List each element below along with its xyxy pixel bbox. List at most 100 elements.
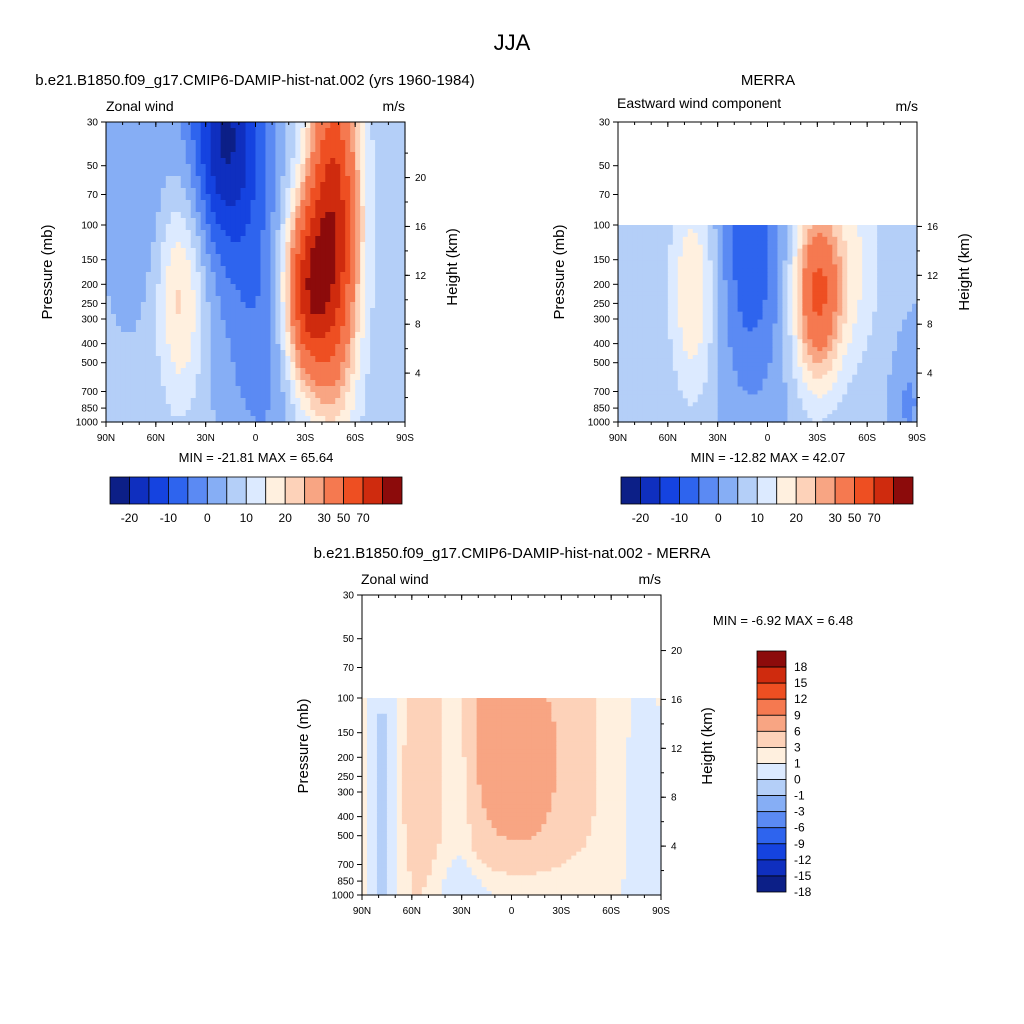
heatmap-cell — [130, 266, 137, 273]
heatmap-cell — [837, 331, 843, 336]
heatmap-cell — [195, 224, 202, 231]
heatmap-cell — [330, 350, 336, 357]
heatmap-cell — [265, 188, 272, 195]
heatmap-cell — [732, 228, 739, 234]
heatmap-cell — [365, 278, 371, 285]
heatmap-cell — [677, 327, 684, 332]
heatmap-cell — [115, 200, 122, 207]
heatmap-cell — [395, 296, 401, 303]
heatmap-cell — [782, 240, 789, 246]
heatmap-cell — [712, 331, 719, 336]
heatmap-cell — [877, 339, 883, 344]
heatmap-cell — [110, 350, 117, 357]
heatmap-cell — [642, 264, 649, 269]
heatmap-cell — [245, 242, 252, 249]
x-tick-label: 30S — [296, 433, 314, 444]
heatmap-cell — [125, 134, 132, 141]
heatmap-cell — [240, 380, 247, 387]
heatmap-cell — [265, 314, 272, 321]
heatmap-cell — [220, 416, 227, 423]
heatmap-cell — [912, 276, 918, 281]
heatmap-cell — [325, 326, 331, 333]
heatmap-cell — [832, 280, 838, 285]
heatmap-cell — [125, 386, 132, 393]
heatmap-cell — [140, 290, 147, 297]
heatmap-cell — [652, 299, 659, 305]
heatmap-cell — [295, 164, 301, 171]
heatmap-cell — [732, 311, 739, 317]
heatmap-cell — [115, 326, 122, 333]
heatmap-cell — [305, 182, 311, 189]
heatmap-cell — [395, 284, 401, 291]
heatmap-cell — [707, 225, 714, 230]
heatmap-cell — [757, 272, 764, 277]
heatmap-cell — [837, 319, 843, 325]
heatmap-cell — [320, 140, 326, 147]
heatmap-cell — [837, 244, 843, 250]
heatmap-cell — [300, 302, 306, 309]
heatmap-cell — [170, 374, 177, 381]
heatmap-cell — [235, 152, 242, 159]
heatmap-cell — [305, 320, 311, 327]
heatmap-cell — [832, 268, 838, 273]
heatmap-cell — [355, 356, 361, 363]
heatmap-cell — [637, 248, 644, 254]
heatmap-cell — [390, 380, 396, 387]
heatmap-cell — [130, 404, 137, 411]
heatmap-cell — [857, 248, 863, 254]
heatmap-cell — [210, 134, 217, 141]
heatmap-cell — [702, 335, 709, 340]
heatmap-cell — [230, 134, 237, 141]
heatmap-cell — [215, 326, 222, 333]
heatmap-cell — [220, 290, 227, 297]
heatmap-cell — [345, 170, 351, 177]
heatmap-cell — [857, 232, 863, 238]
heatmap-cell — [275, 170, 282, 177]
heatmap-cell — [215, 122, 222, 129]
heatmap-cell — [215, 404, 222, 411]
heatmap-cell — [782, 284, 789, 289]
heatmap-cell — [707, 280, 714, 285]
heatmap-cell — [180, 272, 187, 279]
heatmap-cell — [365, 374, 371, 381]
heatmap-cell — [687, 232, 694, 238]
heatmap-cell — [892, 244, 898, 250]
heatmap-cell — [857, 311, 863, 317]
heatmap-cell — [737, 260, 744, 265]
heatmap-cell — [652, 343, 659, 348]
heatmap-cell — [270, 254, 277, 261]
heatmap-cell — [280, 302, 286, 309]
heatmap-cell — [180, 350, 187, 357]
heatmap-cell — [115, 386, 122, 393]
heatmap-cell — [270, 326, 277, 333]
heatmap-cell — [145, 314, 152, 321]
heatmap-cell — [782, 244, 789, 250]
heatmap-cell — [762, 303, 769, 309]
heatmap-cell — [110, 398, 117, 405]
heatmap-cell — [400, 158, 406, 165]
heatmap-cell — [205, 368, 212, 375]
heatmap-cell — [370, 260, 376, 267]
heatmap-cell — [115, 416, 122, 423]
heatmap-cell — [365, 296, 371, 303]
heatmap-cell — [205, 302, 212, 309]
heatmap-cell — [275, 248, 282, 255]
heatmap-cell — [365, 206, 371, 213]
heatmap-cell — [145, 308, 152, 315]
heatmap-cell — [215, 152, 222, 159]
heatmap-cell — [200, 152, 207, 159]
heatmap-cell — [180, 236, 187, 243]
heatmap-cell — [195, 290, 202, 297]
heatmap-cell — [195, 188, 202, 195]
heatmap-cell — [115, 122, 122, 129]
heatmap-cell — [330, 398, 336, 405]
heatmap-cell — [135, 392, 142, 399]
heatmap-cell — [275, 368, 282, 375]
heatmap-cell — [150, 152, 157, 159]
heatmap-cell — [687, 315, 694, 321]
colorbar-label: -20 — [121, 511, 139, 525]
heatmap-cell — [717, 225, 724, 230]
heatmap-cell — [912, 291, 918, 297]
heatmap-cell — [757, 339, 764, 344]
heatmap-cell — [647, 339, 654, 344]
